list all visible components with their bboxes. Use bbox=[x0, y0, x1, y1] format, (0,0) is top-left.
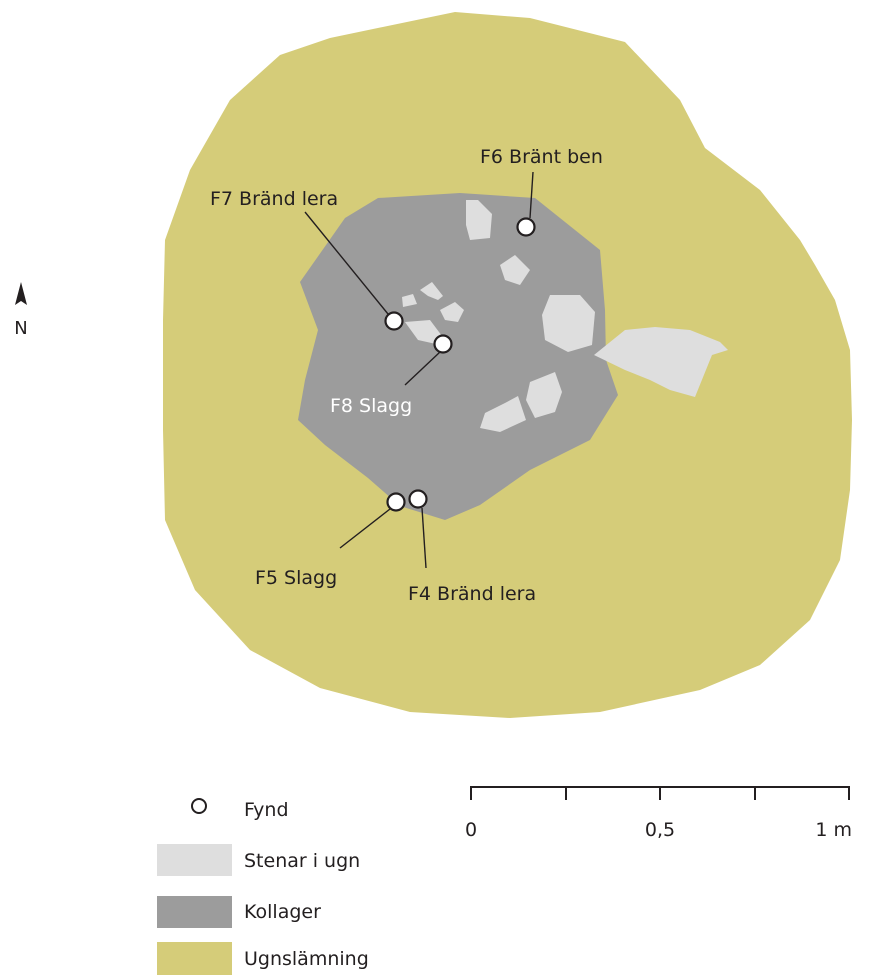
stone bbox=[594, 327, 728, 397]
stone bbox=[466, 200, 492, 240]
legend-fynd-icon bbox=[191, 798, 207, 814]
leader-line-f7 bbox=[304, 211, 389, 315]
find-label-f4: F4 Bränd lera bbox=[408, 583, 536, 605]
scale-label-1m: 1 m bbox=[815, 819, 852, 841]
find-label-f7: F7 Bränd lera bbox=[210, 188, 338, 210]
legend-ugnslamning-swatch bbox=[157, 942, 232, 975]
find-marker-f8 bbox=[433, 334, 453, 354]
legend-stenar-label: Stenar i ugn bbox=[244, 850, 360, 872]
north-label: N bbox=[14, 318, 27, 339]
leader-line-f8 bbox=[404, 351, 441, 386]
stone bbox=[402, 294, 417, 307]
find-marker-f4 bbox=[408, 489, 428, 509]
legend-stenar-swatch bbox=[157, 844, 232, 876]
find-marker-f7 bbox=[384, 311, 404, 331]
stone bbox=[480, 396, 526, 432]
leader-line-f4 bbox=[421, 507, 427, 569]
find-marker-f6 bbox=[516, 217, 536, 237]
find-label-f8: F8 Slagg bbox=[330, 395, 412, 417]
find-label-f6: F6 Bränt ben bbox=[480, 146, 603, 168]
scale-label-0: 0 bbox=[465, 819, 477, 841]
legend-kollager-label: Kollager bbox=[244, 901, 321, 923]
stone bbox=[542, 295, 595, 352]
stone bbox=[420, 282, 443, 300]
north-arrow-icon bbox=[15, 282, 27, 305]
find-markers bbox=[384, 217, 536, 512]
leader-line-f5 bbox=[339, 508, 391, 549]
stones-group bbox=[402, 200, 728, 432]
kollager-area bbox=[298, 193, 618, 520]
find-marker-f5 bbox=[386, 492, 406, 512]
leader-lines bbox=[304, 171, 534, 569]
legend-fynd-label: Fynd bbox=[244, 799, 289, 821]
legend: Fynd Stenar i ugn Kollager Ugnslämning bbox=[157, 798, 369, 975]
scale-bar bbox=[470, 786, 850, 800]
stone bbox=[440, 302, 464, 322]
legend-kollager-swatch bbox=[157, 896, 232, 928]
scale-label-half: 0,5 bbox=[645, 819, 675, 841]
find-label-f5: F5 Slagg bbox=[255, 567, 337, 589]
stone bbox=[500, 255, 530, 285]
legend-ugnslamning-label: Ugnslämning bbox=[244, 948, 369, 970]
stone bbox=[405, 320, 442, 344]
stone bbox=[526, 372, 562, 418]
north-arrow: N bbox=[14, 282, 28, 339]
leader-line-f6 bbox=[529, 171, 534, 219]
